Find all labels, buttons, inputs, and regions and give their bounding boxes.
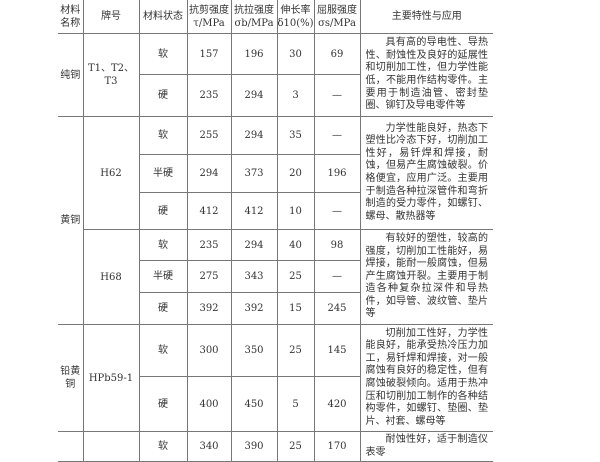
grade: H68 <box>83 229 140 325</box>
yield-strength: — <box>313 192 360 230</box>
shear-strength: 275 <box>186 260 232 293</box>
tensile-strength: 350 <box>230 324 278 377</box>
elongation: 15 <box>276 292 315 325</box>
header-material-name: 材料名称 <box>58 0 84 34</box>
description: 力学性能良好，热态下塑性比冷态下好，切削加工性好，易钎焊和焊接，耐蚀，但易产生腐… <box>359 116 493 230</box>
elongation: 40 <box>276 229 315 261</box>
header-elongation: 伸长率 δ10(%) <box>276 0 315 34</box>
yield-strength: 196 <box>313 154 360 193</box>
elongation: 3 <box>276 74 315 117</box>
grade: HPb59-1 <box>82 324 140 432</box>
state: 软 <box>138 229 188 261</box>
state: 硬 <box>139 74 188 117</box>
table-row: 黄铜 H62 软 255 294 35— 力学性能良好，热态下塑性比冷态下好，切削加工性好，… <box>58 116 493 325</box>
state: 半硬 <box>139 260 188 293</box>
tensile-strength: 392 <box>230 292 278 325</box>
state: 软 <box>138 116 188 155</box>
shear-strength: 300 <box>186 324 232 377</box>
copper-properties-table: 材料名称 牌号 材料状态 抗剪强度 τ/MPa 抗拉强度 σb/MPa 伸长率 … <box>58 0 493 462</box>
tensile-strength: 294 <box>230 74 278 117</box>
elongation: 20 <box>276 154 315 193</box>
state: 软 <box>138 431 188 462</box>
table-row: 纯铜 T1、T2、T3 软 157 196 30 69 具有高的导电性、导热性、耐蚀性及良好的… <box>58 33 493 117</box>
elongation: 5 <box>276 376 315 432</box>
yield-strength: — <box>313 116 361 155</box>
yield-strength: 170 <box>313 431 361 462</box>
state: 硬 <box>139 192 188 230</box>
elongation: 10 <box>276 192 315 230</box>
elongation: 25 <box>276 324 315 377</box>
yield-strength: 245 <box>313 292 360 325</box>
header-tensile-strength: 抗拉强度 σb/MPa <box>230 0 278 34</box>
yield-strength: — <box>313 74 360 117</box>
table-row: 铅黄铜 HPb59-1 软 300 350 25 145 切削加工性好，力学性能良好，能承受热… <box>58 324 493 432</box>
grade: T1、T2、T3 <box>82 33 140 117</box>
table-row: H68 软 235 294 40 98 有较好的塑性，较高的强度，切削加工性能好，易焊接，能… <box>58 229 493 325</box>
shear-strength: 294 <box>186 154 232 193</box>
shear-strength: 235 <box>186 74 232 117</box>
description: 具有高的导电性、导热性、耐蚀性及良好的延展性和切削加工性，但力学性能低，不能用作… <box>359 33 493 117</box>
state: 硬 <box>139 292 188 325</box>
elongation: 30 <box>276 33 315 75</box>
description: 切削加工性好，力学性能良好，能承受热冷压力加工，易钎焊和焊接，对一般腐蚀有良好的… <box>359 324 493 432</box>
yield-strength: 98 <box>313 229 361 261</box>
yield-strength: — <box>313 260 360 293</box>
material-name: 黄铜 <box>58 116 84 325</box>
header-state: 材料状态 <box>138 0 188 34</box>
elongation: 35 <box>276 116 315 155</box>
tensile-strength: 390 <box>230 431 278 462</box>
material-name <box>58 431 84 462</box>
shear-strength: 157 <box>186 33 232 75</box>
table-row: 软 340 390 25 170 耐蚀性好，适于制造仪表零 <box>58 431 493 462</box>
state: 软 <box>138 324 188 377</box>
yield-strength: 69 <box>313 33 361 75</box>
shear-strength: 400 <box>186 376 232 432</box>
shear-strength: 255 <box>186 116 232 155</box>
description: 耐蚀性好，适于制造仪表零 <box>359 431 493 462</box>
header-description: 主要特性与应用 <box>359 0 493 34</box>
shear-strength: 392 <box>186 292 232 325</box>
tensile-strength: 196 <box>230 33 278 75</box>
shear-strength: 412 <box>186 192 232 230</box>
grade: H62 <box>82 116 140 230</box>
tensile-strength: 294 <box>230 116 278 155</box>
state: 硬 <box>139 376 188 432</box>
material-name: 纯铜 <box>58 33 84 117</box>
tensile-strength: 373 <box>230 154 278 193</box>
shear-strength: 340 <box>186 431 232 462</box>
header-yield-strength: 屈服强度 σs/MPa <box>313 0 361 34</box>
yield-strength: 145 <box>313 324 361 377</box>
table-row: 半硬 275 343 25— <box>58 260 493 293</box>
shear-strength: 235 <box>186 229 232 261</box>
elongation: 25 <box>276 260 315 293</box>
tensile-strength: 294 <box>230 229 278 261</box>
yield-strength: 420 <box>313 376 360 432</box>
table-row: 半硬 294 373 20 196 <box>58 154 493 193</box>
header-grade: 牌号 <box>82 0 140 34</box>
description: 有较好的塑性，较高的强度，切削加工性能好，易焊接，能耐一般腐蚀，但易产生腐蚀开裂… <box>359 229 493 325</box>
grade <box>82 431 140 462</box>
elongation: 25 <box>276 431 315 462</box>
material-name: 铅黄铜 <box>58 324 84 432</box>
tensile-strength: 412 <box>230 192 278 230</box>
tensile-strength: 450 <box>230 376 278 432</box>
header-row: 材料名称 牌号 材料状态 抗剪强度 τ/MPa 抗拉强度 σb/MPa 伸长率 … <box>58 0 493 34</box>
table-row: 硬 392 392 15 245 <box>58 292 493 325</box>
state: 半硬 <box>139 154 188 193</box>
state: 软 <box>138 33 188 75</box>
header-shear-strength: 抗剪强度 τ/MPa <box>186 0 232 34</box>
tensile-strength: 343 <box>230 260 278 293</box>
